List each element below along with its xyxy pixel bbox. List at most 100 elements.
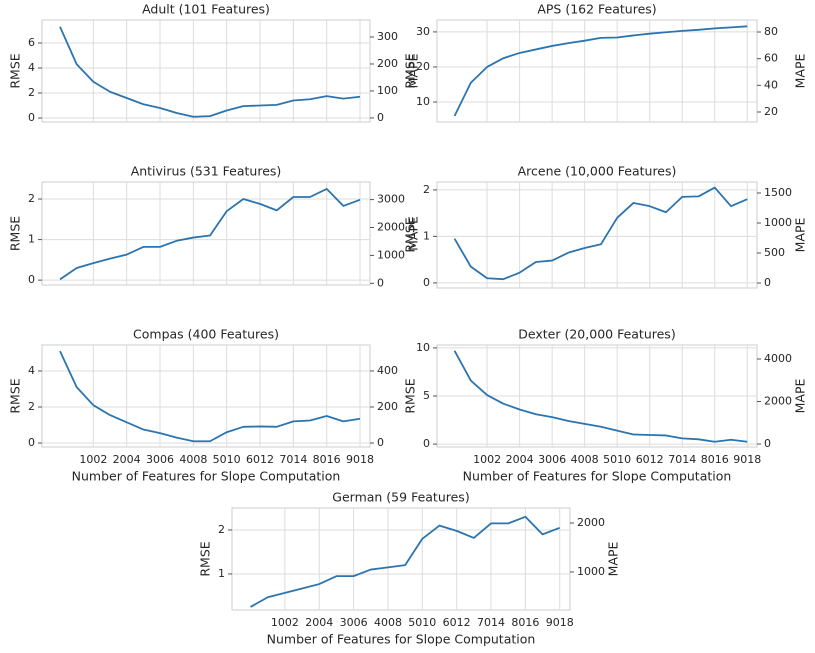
- y-tick-label: 0: [423, 276, 430, 289]
- y-tick-label: 0: [28, 436, 35, 449]
- x-tick-label: 7014: [477, 616, 505, 629]
- y2-tick-label: 1500: [764, 186, 792, 199]
- y-tick-label: 10: [416, 95, 430, 108]
- data-line: [59, 26, 361, 118]
- y-tick-label: 5: [423, 389, 430, 402]
- y-tick-label: 2: [423, 183, 430, 196]
- data-line: [250, 515, 561, 608]
- x-tick-label: 5010: [408, 616, 436, 629]
- y-axis-label: RMSE: [8, 53, 23, 88]
- y2-tick-label: 0: [764, 437, 771, 450]
- x-tick-label: 2004: [113, 453, 141, 466]
- x-tick-label: 2004: [506, 453, 534, 466]
- y-tick-label: 0: [28, 273, 35, 286]
- x-tick-label: 6012: [636, 453, 664, 466]
- y-axis-label: RMSE: [403, 378, 418, 413]
- x-tick-label: 1002: [271, 616, 299, 629]
- plot-area: [41, 19, 371, 123]
- y2-tick-label: 1000: [377, 248, 405, 261]
- y-tick-label: 2: [28, 192, 35, 205]
- y2-tick-label: 2000: [377, 220, 405, 233]
- y2-tick-label: 80: [764, 25, 778, 38]
- y-tick-label: 4: [28, 364, 35, 377]
- y2-tick-label: 200: [377, 400, 398, 413]
- y2-tick-label: 300: [377, 30, 398, 43]
- x-tick-label: 5010: [213, 453, 241, 466]
- panel-title: Adult (101 Features): [142, 2, 270, 17]
- y2-tick-label: 2000: [764, 395, 792, 408]
- x-tick-label: 9018: [546, 616, 574, 629]
- y2-tick-label: 4000: [764, 352, 792, 365]
- y2-tick-label: 0: [377, 111, 384, 124]
- y2-axis-label: MAPE: [406, 216, 421, 251]
- y2-tick-label: 0: [377, 276, 384, 289]
- y-tick-label: 1: [218, 567, 225, 580]
- y2-tick-label: 40: [764, 78, 778, 91]
- x-axis-label: Number of Features for Slope Computation: [72, 469, 341, 484]
- x-tick-label: 5010: [603, 453, 631, 466]
- y-axis-label: RMSE: [403, 217, 418, 252]
- x-tick-label: 2004: [305, 616, 333, 629]
- plot-area: [436, 181, 758, 289]
- panel-title: Arcene (10,000 Features): [518, 164, 677, 179]
- x-tick-label: 1002: [473, 453, 501, 466]
- y-axis-label: RMSE: [8, 216, 23, 251]
- y-tick-label: 2: [218, 523, 225, 536]
- panel-title: German (59 Features): [332, 490, 469, 505]
- y2-tick-label: 200: [377, 57, 398, 70]
- y2-tick-label: 100: [377, 84, 398, 97]
- y2-tick-label: 1000: [764, 216, 792, 229]
- x-tick-label: 8016: [511, 616, 539, 629]
- y-tick-label: 30: [416, 25, 430, 38]
- x-tick-label: 4008: [179, 453, 207, 466]
- x-tick-label: 4008: [571, 453, 599, 466]
- y2-axis-label: MAPE: [606, 542, 621, 577]
- y2-tick-label: 1000: [577, 565, 605, 578]
- y2-tick-label: 0: [377, 436, 384, 449]
- panel-title: Dexter (20,000 Features): [518, 327, 675, 342]
- panel-title: Antivirus (531 Features): [131, 164, 282, 179]
- y2-axis-label: MAPE: [793, 379, 808, 414]
- y-tick-label: 0: [28, 111, 35, 124]
- x-tick-label: 7014: [279, 453, 307, 466]
- y-axis-label: RMSE: [403, 53, 418, 88]
- plot-area: [41, 344, 371, 448]
- y-tick-label: 20: [416, 60, 430, 73]
- x-tick-label: 3006: [340, 616, 368, 629]
- x-tick-label: 4008: [374, 616, 402, 629]
- y-tick-label: 2: [28, 86, 35, 99]
- plot-area: [41, 181, 371, 286]
- y2-tick-label: 2000: [577, 516, 605, 529]
- x-axis-label: Number of Features for Slope Computation: [267, 632, 536, 647]
- x-tick-label: 1002: [79, 453, 107, 466]
- y-tick-label: 1: [28, 233, 35, 246]
- data-line: [453, 25, 748, 117]
- x-axis-label: Number of Features for Slope Computation: [463, 469, 732, 484]
- y2-axis-label: MAPE: [406, 54, 421, 89]
- plot-area: [231, 507, 571, 611]
- x-tick-label: 9018: [346, 453, 374, 466]
- y-tick-label: 2: [28, 400, 35, 413]
- x-tick-label: 6012: [246, 453, 274, 466]
- x-tick-label: 8016: [701, 453, 729, 466]
- y2-axis-label: MAPE: [793, 54, 808, 89]
- y-tick-label: 4: [28, 61, 35, 74]
- y2-tick-label: 3000: [377, 193, 405, 206]
- y2-axis-label: MAPE: [793, 218, 808, 253]
- y2-tick-label: 500: [764, 246, 785, 259]
- y-tick-label: 1: [423, 229, 430, 242]
- y2-tick-label: 400: [377, 364, 398, 377]
- x-tick-label: 3006: [146, 453, 174, 466]
- x-tick-label: 9018: [733, 453, 761, 466]
- x-tick-label: 7014: [668, 453, 696, 466]
- plot-area: [436, 19, 758, 123]
- y2-tick-label: 60: [764, 52, 778, 65]
- y2-tick-label: 0: [764, 276, 771, 289]
- y2-tick-label: 20: [764, 105, 778, 118]
- data-line: [453, 350, 748, 443]
- x-tick-label: 3006: [538, 453, 566, 466]
- panel-title: Compas (400 Features): [133, 327, 279, 342]
- y-tick-label: 0: [423, 437, 430, 450]
- y-tick-label: 10: [416, 341, 430, 354]
